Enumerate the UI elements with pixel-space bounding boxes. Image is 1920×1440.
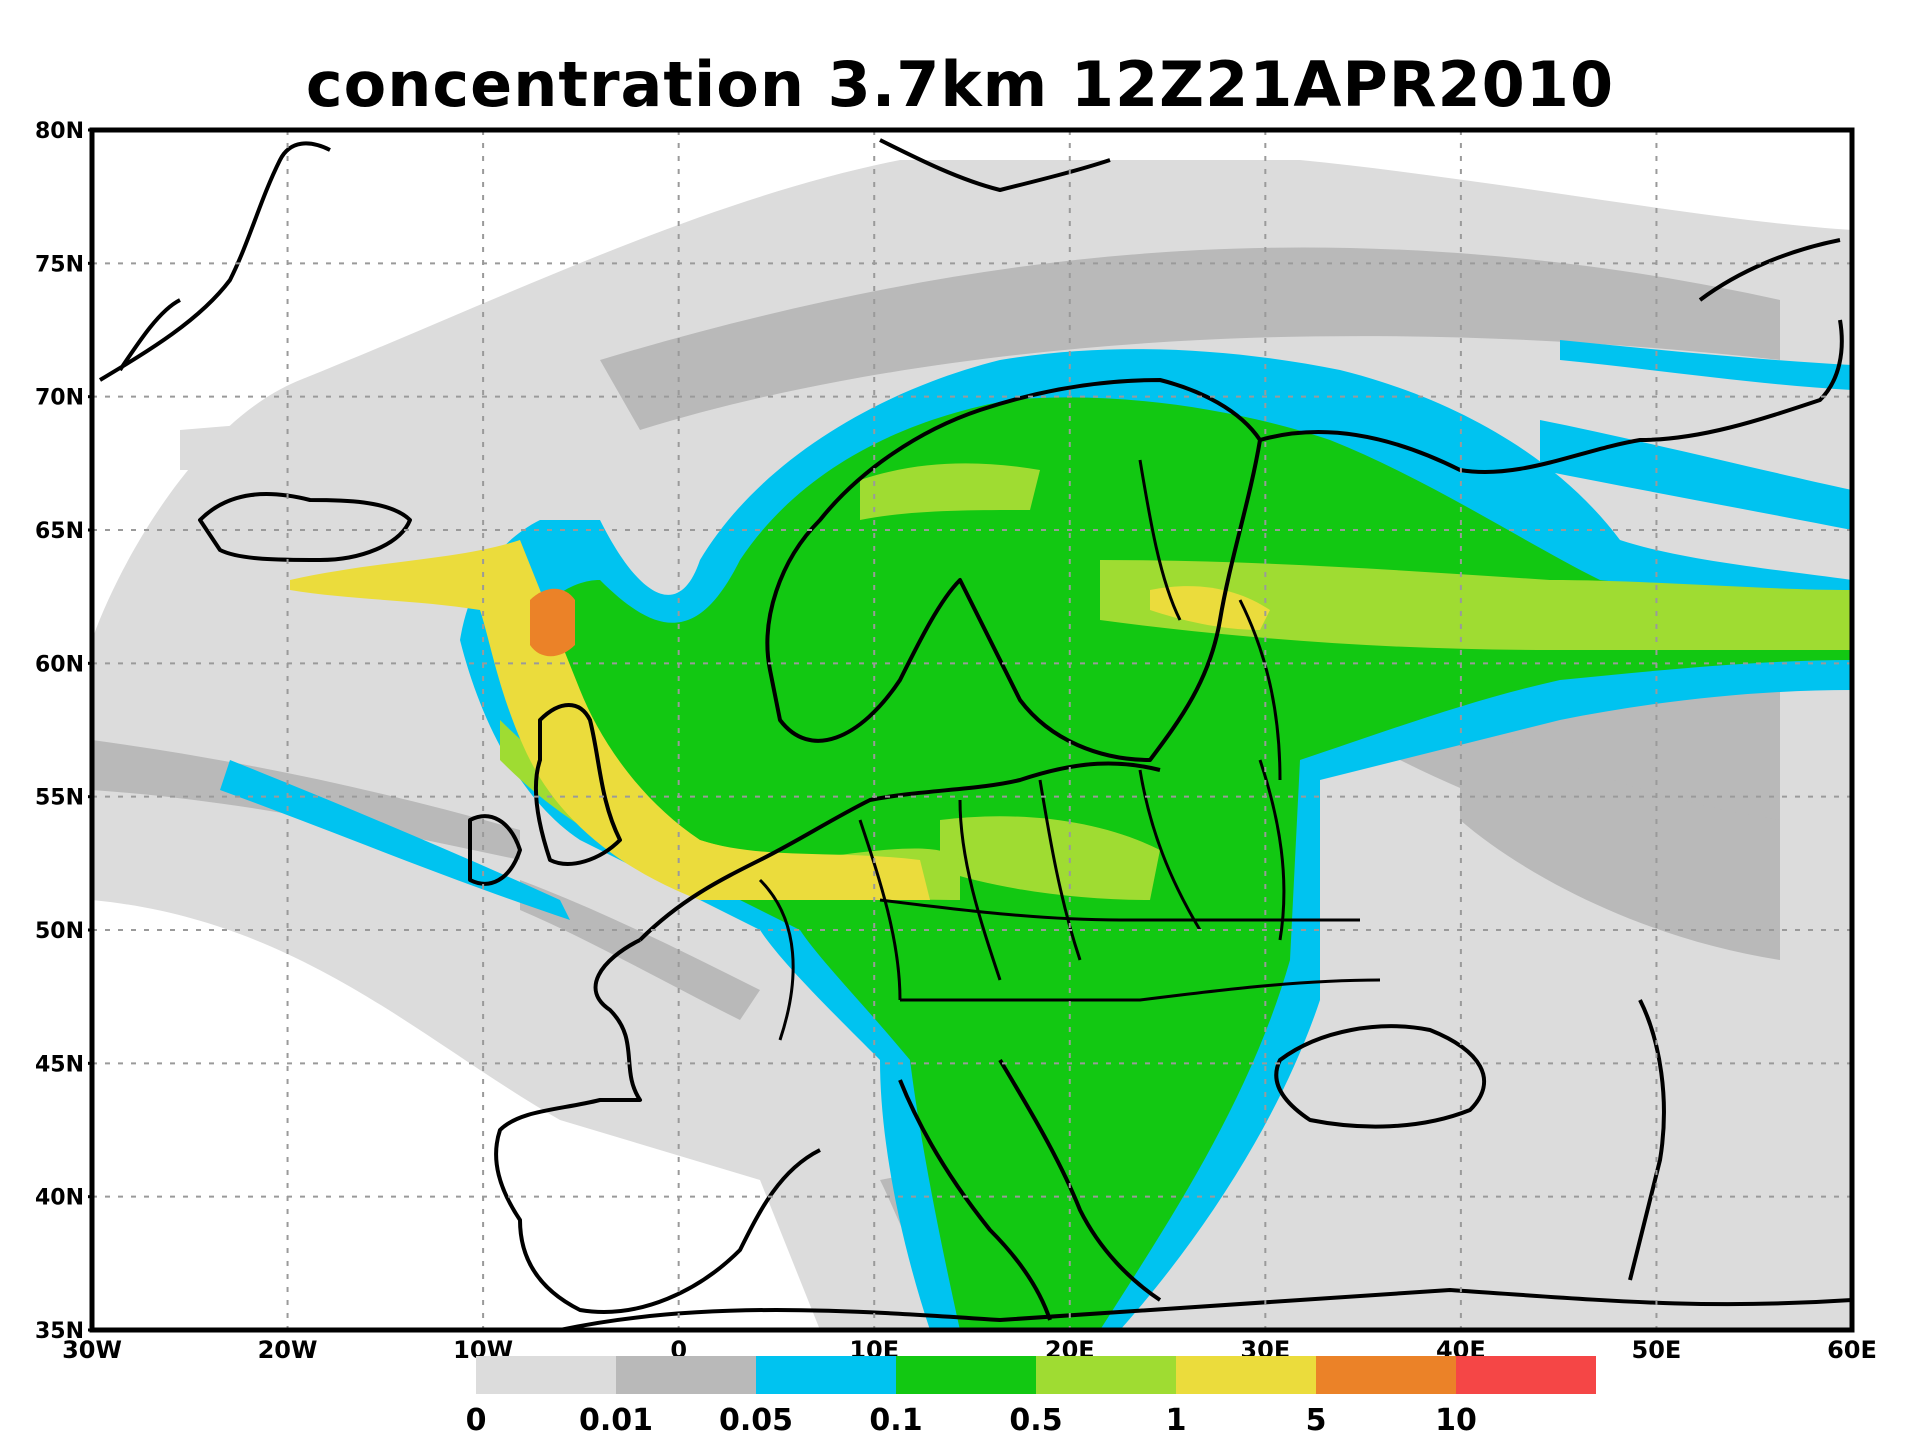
latitude-label: 55N xyxy=(35,786,84,811)
legend-level-label: 1 xyxy=(1166,1403,1187,1438)
legend-swatch xyxy=(1316,1356,1456,1394)
latitude-label: 65N xyxy=(35,519,84,544)
latitude-label: 70N xyxy=(35,386,84,411)
legend-level-label: 0.5 xyxy=(1009,1403,1062,1438)
legend-swatch xyxy=(756,1356,896,1394)
country-borders xyxy=(758,459,1381,1041)
concentration-5-field xyxy=(530,588,575,657)
legend-swatch xyxy=(1456,1356,1596,1394)
legend-swatch xyxy=(476,1356,616,1394)
latitude-label: 50N xyxy=(35,919,84,944)
latitude-label: 35N xyxy=(35,1319,84,1344)
latitude-label: 75N xyxy=(35,252,84,277)
legend-level-label: 10 xyxy=(1435,1403,1477,1438)
latitude-labels: 80N 75N 70N 65N 60N 55N 50N 45N 40N 35N xyxy=(35,119,92,1344)
latitude-label: 40N xyxy=(35,1186,84,1211)
concentration-1-field xyxy=(290,540,1270,900)
legend-level-label: 0.01 xyxy=(579,1403,653,1438)
map-title: concentration 3.7km 12Z21APR2010 xyxy=(305,48,1615,121)
legend-level-label: 0 xyxy=(466,1403,487,1438)
legend-swatch xyxy=(896,1356,1036,1394)
longitude-label: 50E xyxy=(1632,1336,1682,1364)
legend-swatch xyxy=(1036,1356,1176,1394)
longitude-label: 60E xyxy=(1827,1336,1877,1364)
map-border xyxy=(89,127,1855,1333)
latitude-label: 45N xyxy=(35,1052,84,1077)
legend-swatch xyxy=(1176,1356,1316,1394)
legend-swatch xyxy=(616,1356,756,1394)
legend-level-label: 5 xyxy=(1306,1403,1327,1438)
legend-level-label: 0.1 xyxy=(869,1403,922,1438)
latitude-label: 80N xyxy=(35,119,84,144)
longitude-label: 20W xyxy=(258,1336,318,1364)
longitude-label: 30W xyxy=(62,1336,122,1364)
legend-level-label: 0.05 xyxy=(719,1403,793,1438)
coastlines xyxy=(98,138,1852,1330)
latitude-label: 60N xyxy=(35,652,84,677)
graticule xyxy=(92,130,1852,1330)
